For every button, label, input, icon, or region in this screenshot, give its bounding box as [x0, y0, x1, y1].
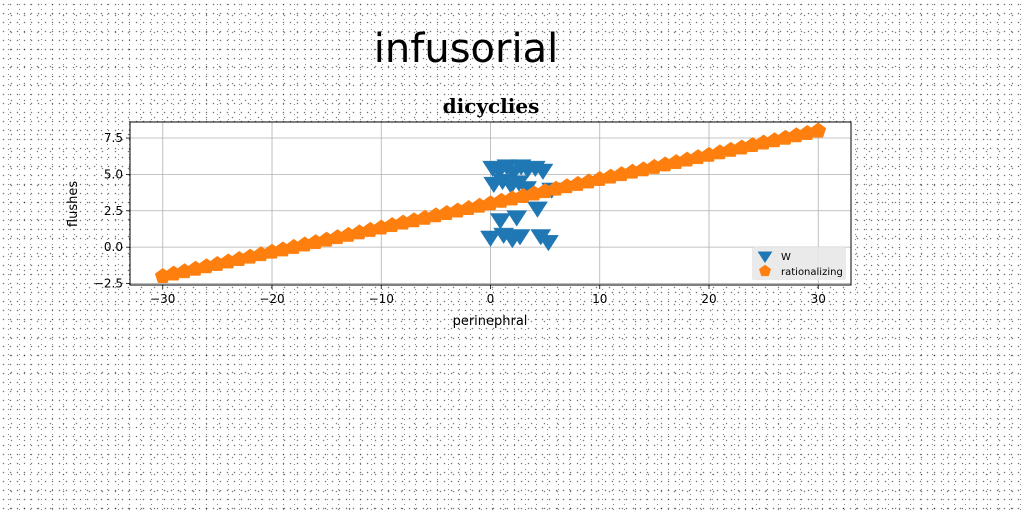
data-point-triangle	[489, 213, 511, 230]
legend-label: W	[781, 252, 791, 263]
data-point-triangle	[527, 201, 548, 218]
x-tick-label: 10	[592, 292, 607, 306]
x-tick-label: −20	[259, 292, 284, 306]
legend-marker-rationalizing	[758, 264, 772, 277]
chart-title: dicyclies	[443, 94, 540, 118]
legend-label: rationalizing	[781, 267, 843, 278]
series-layer	[154, 122, 827, 283]
data-point-triangle	[506, 210, 528, 227]
x-tick-label: 30	[811, 292, 826, 306]
data-point-pentagon	[810, 122, 827, 138]
data-point-triangle	[509, 229, 531, 246]
x-tick-label: 0	[487, 292, 495, 306]
x-tick-label: −30	[150, 292, 175, 306]
data-point-triangle	[532, 163, 554, 180]
page-title: infusorial	[374, 26, 558, 72]
x-tick-label: 20	[701, 292, 716, 306]
data-point-triangle	[537, 235, 559, 252]
y-tick-label: 2.5	[104, 204, 123, 218]
data-point-triangle	[480, 230, 501, 247]
y-tick-label: 0.0	[104, 240, 123, 254]
y-tick-label: 5.0	[104, 167, 123, 181]
x-tick-label: −10	[369, 292, 394, 306]
legend-box	[752, 247, 846, 280]
y-tick-label: −2.5	[94, 277, 123, 291]
y-tick-label: 7.5	[104, 131, 123, 145]
y-axis-label: flushes	[66, 181, 81, 227]
ticks: −30 −20 −10 0 10 20 30 −2.5 0.0 2.5 5.0 7.5	[94, 131, 826, 306]
grid	[130, 122, 851, 285]
series-rationalizing	[154, 122, 827, 283]
legend-marker-W	[757, 251, 773, 264]
x-axis-label: perinephral	[453, 314, 528, 329]
